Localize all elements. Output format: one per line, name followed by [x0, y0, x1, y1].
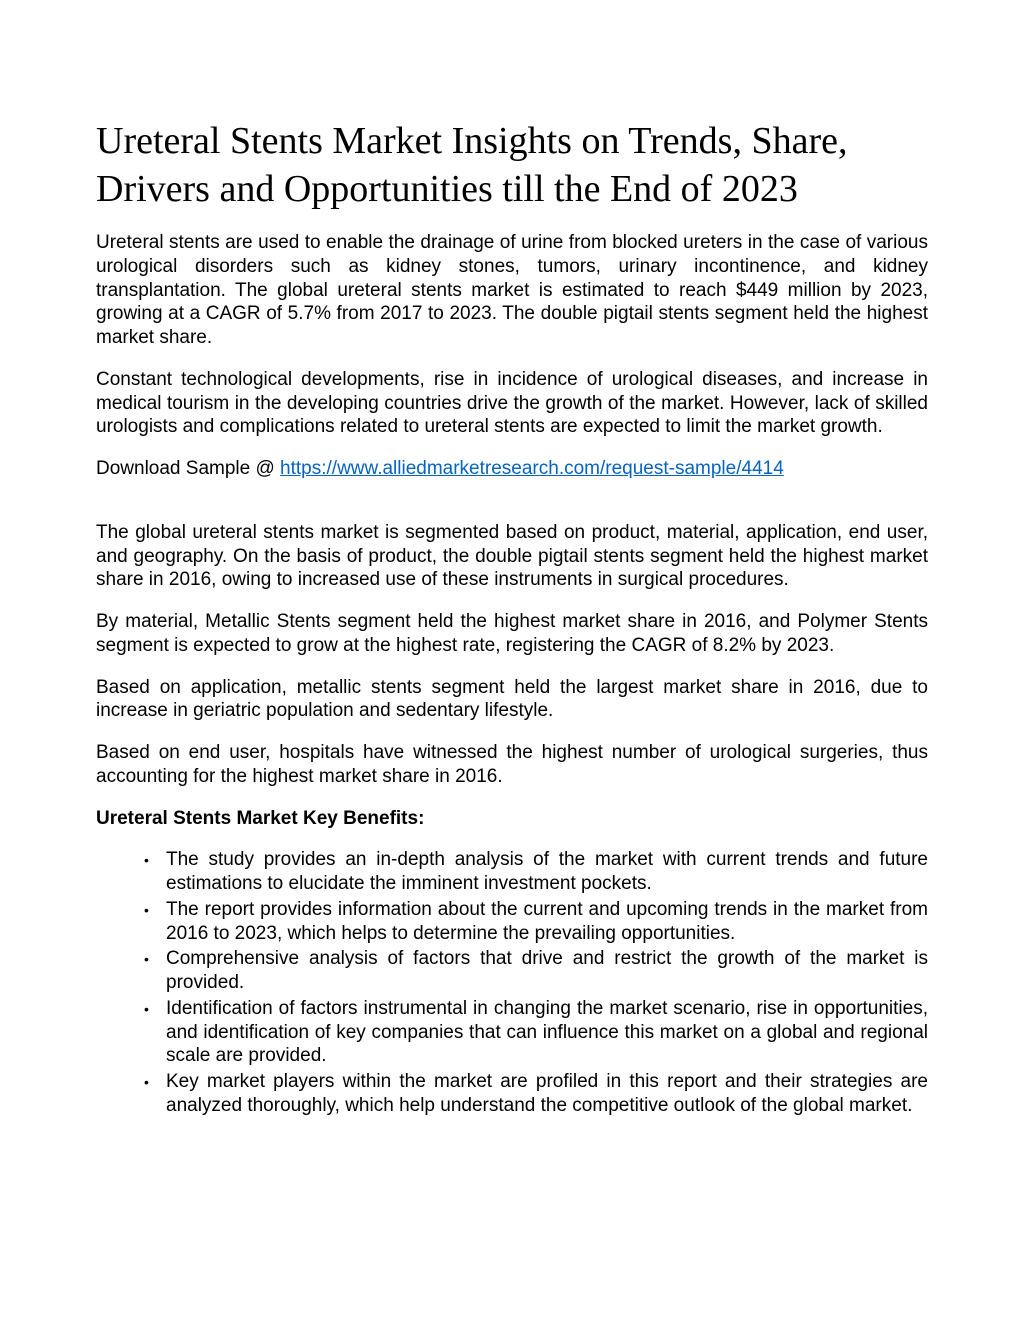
list-item: Key market players within the market are…: [144, 1070, 928, 1118]
benefits-heading: Ureteral Stents Market Key Benefits:: [96, 807, 928, 831]
paragraph-drivers: Constant technological developments, ris…: [96, 368, 928, 439]
page-title: Ureteral Stents Market Insights on Trend…: [96, 118, 928, 213]
download-sample-line: Download Sample @ https://www.alliedmark…: [96, 457, 928, 481]
paragraph-intro: Ureteral stents are used to enable the d…: [96, 231, 928, 350]
download-prefix: Download Sample @: [96, 458, 280, 479]
download-sample-link[interactable]: https://www.alliedmarketresearch.com/req…: [280, 458, 784, 479]
benefits-list: The study provides an in-depth analysis …: [96, 848, 928, 1117]
paragraph-segmentation: The global ureteral stents market is seg…: [96, 521, 928, 592]
list-item: The study provides an in-depth analysis …: [144, 848, 928, 896]
list-item: Comprehensive analysis of factors that d…: [144, 947, 928, 995]
list-item: The report provides information about th…: [144, 898, 928, 946]
list-item: Identification of factors instrumental i…: [144, 997, 928, 1068]
paragraph-enduser: Based on end user, hospitals have witnes…: [96, 741, 928, 789]
paragraph-application: Based on application, metallic stents se…: [96, 676, 928, 724]
paragraph-material: By material, Metallic Stents segment hel…: [96, 610, 928, 658]
